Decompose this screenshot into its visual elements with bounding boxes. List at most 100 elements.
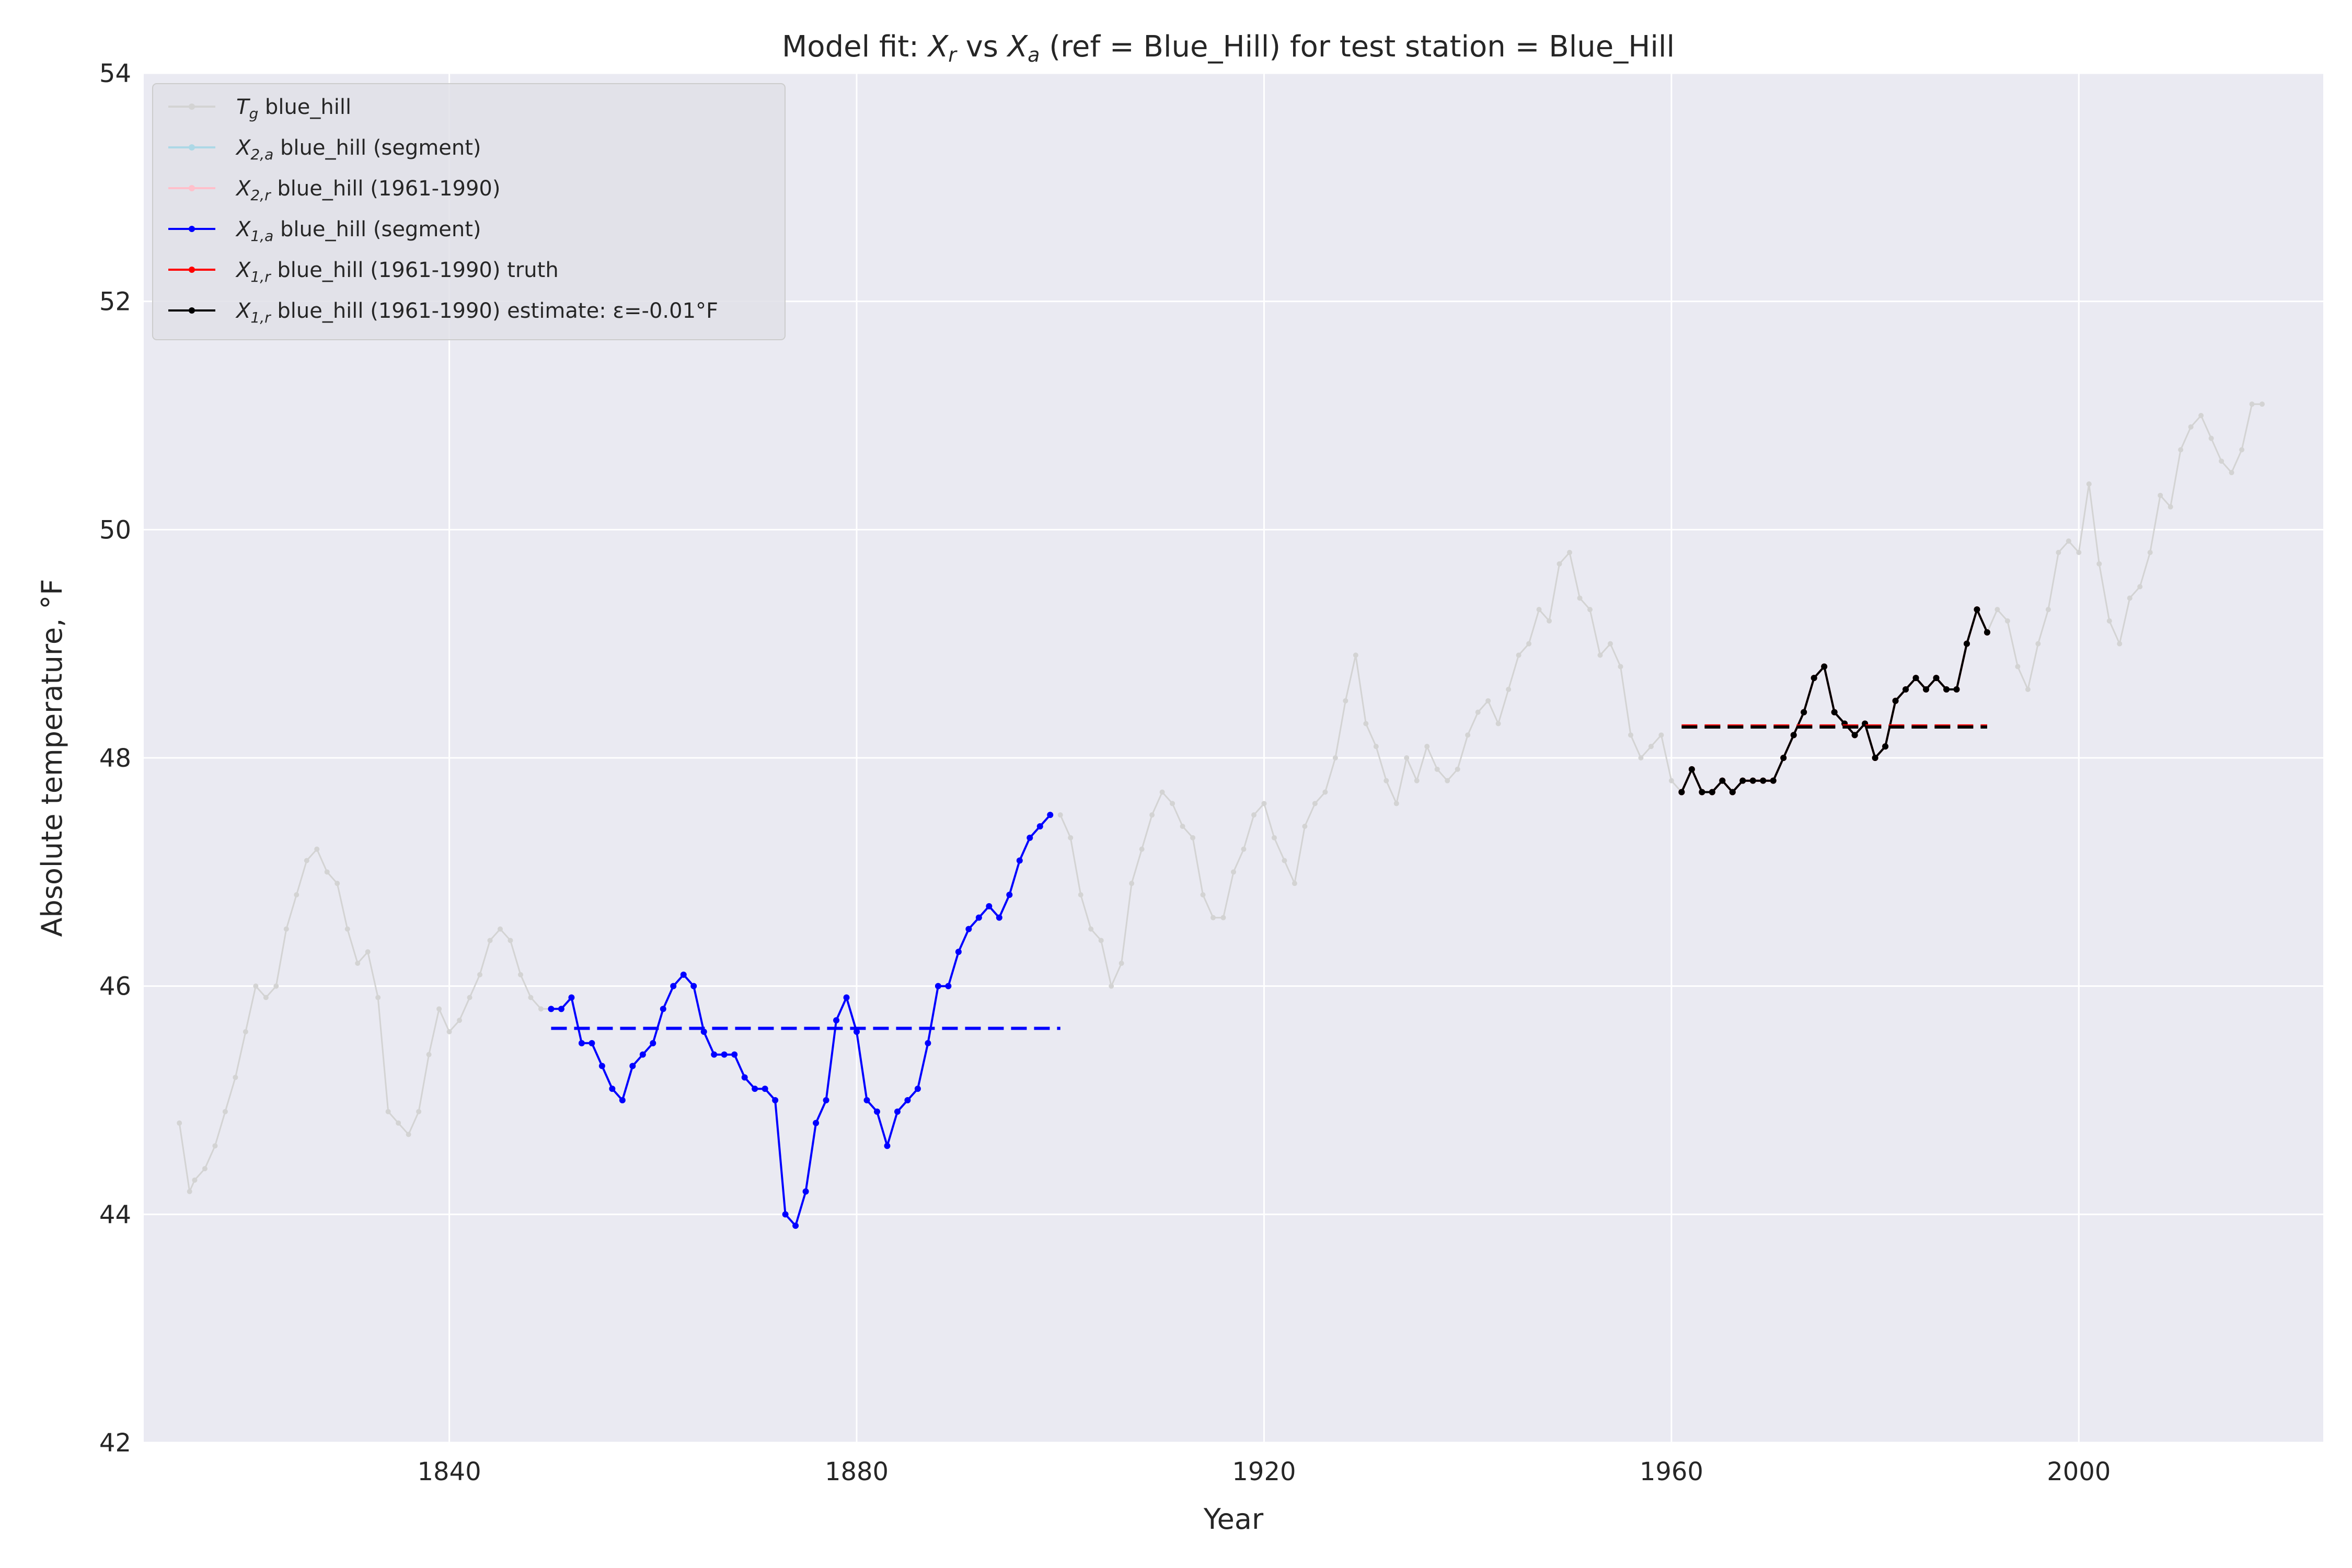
data-point bbox=[2147, 550, 2153, 555]
data-point bbox=[721, 1051, 728, 1058]
data-point bbox=[1465, 732, 1471, 738]
data-point bbox=[690, 983, 697, 989]
data-point bbox=[1668, 778, 1674, 783]
legend-swatch-marker bbox=[189, 307, 195, 314]
data-point bbox=[1210, 915, 1216, 920]
data-point bbox=[1607, 641, 1613, 647]
data-point bbox=[1923, 686, 1930, 693]
data-point bbox=[508, 938, 513, 943]
data-point bbox=[1648, 744, 1654, 750]
data-point bbox=[884, 1143, 891, 1149]
data-point bbox=[1393, 801, 1399, 806]
data-point bbox=[2076, 550, 2082, 555]
legend-entry: X2,a blue_hill (segment) bbox=[168, 136, 481, 163]
data-point bbox=[263, 995, 269, 1000]
data-point bbox=[935, 983, 941, 989]
data-point bbox=[598, 1063, 605, 1069]
data-point bbox=[1974, 606, 1980, 613]
data-point bbox=[996, 914, 1002, 921]
x-axis-label: Year bbox=[1203, 1503, 1264, 1536]
data-point bbox=[1241, 846, 1247, 852]
data-point bbox=[1790, 732, 1797, 739]
data-point bbox=[1251, 812, 1256, 818]
data-point bbox=[517, 972, 523, 977]
data-point bbox=[1322, 789, 1328, 795]
data-point bbox=[2239, 447, 2245, 453]
data-point bbox=[1312, 801, 1318, 806]
data-point bbox=[1261, 801, 1267, 806]
y-tick-label: 54 bbox=[99, 59, 131, 88]
data-point bbox=[396, 1120, 401, 1126]
y-tick-label: 48 bbox=[99, 744, 131, 773]
data-point bbox=[629, 1063, 636, 1069]
data-point bbox=[344, 926, 350, 932]
legend-entry: Tg blue_hill bbox=[168, 95, 351, 122]
data-point bbox=[1882, 743, 1889, 750]
data-point bbox=[1098, 938, 1104, 943]
legend-entry: X1,r blue_hill (1961-1990) estimate: ε=-… bbox=[168, 299, 718, 326]
data-point bbox=[1424, 744, 1430, 750]
legend-label: X2,r blue_hill (1961-1990) bbox=[235, 177, 500, 204]
data-point bbox=[233, 1075, 238, 1080]
data-point bbox=[833, 1017, 840, 1024]
data-point bbox=[222, 1109, 228, 1114]
legend-entry: X1,a blue_hill (segment) bbox=[168, 217, 481, 245]
data-point bbox=[2208, 435, 2214, 441]
data-point bbox=[192, 1177, 198, 1183]
data-point bbox=[1963, 640, 1970, 647]
data-point bbox=[1933, 675, 1940, 682]
y-tick-label: 50 bbox=[99, 515, 131, 545]
data-point bbox=[1180, 824, 1185, 829]
data-point bbox=[1047, 812, 1054, 818]
data-point bbox=[1547, 618, 1552, 624]
data-point bbox=[1363, 721, 1369, 727]
x-tick-label: 2000 bbox=[2047, 1457, 2111, 1486]
data-point bbox=[568, 994, 575, 1001]
data-point bbox=[2167, 504, 2173, 510]
data-point bbox=[457, 1018, 463, 1023]
data-point bbox=[1780, 755, 1787, 761]
data-point bbox=[752, 1086, 758, 1092]
data-point bbox=[1709, 789, 1715, 795]
data-point bbox=[2229, 470, 2234, 476]
data-point bbox=[1770, 777, 1777, 784]
data-point bbox=[1036, 823, 1043, 829]
data-point bbox=[2219, 458, 2224, 464]
x1r-estimate-series bbox=[1678, 606, 1990, 795]
legend-swatch-marker bbox=[189, 103, 195, 110]
data-point bbox=[273, 983, 279, 989]
data-point bbox=[660, 1006, 666, 1012]
data-point bbox=[1688, 766, 1695, 773]
data-point bbox=[1628, 732, 1633, 738]
data-point bbox=[187, 1189, 192, 1194]
data-point bbox=[2066, 538, 2071, 544]
data-point bbox=[1302, 824, 1308, 829]
series-layer bbox=[177, 401, 2265, 1229]
data-point bbox=[1892, 697, 1899, 704]
data-point bbox=[1801, 709, 1807, 716]
data-point bbox=[762, 1086, 768, 1092]
data-point bbox=[467, 995, 472, 1000]
data-point bbox=[863, 1097, 870, 1103]
data-point bbox=[1760, 777, 1767, 784]
data-point bbox=[894, 1108, 901, 1115]
y-tick-label: 44 bbox=[99, 1200, 131, 1229]
x-tick-label: 1920 bbox=[1232, 1457, 1296, 1486]
data-point bbox=[711, 1051, 718, 1058]
data-point bbox=[741, 1074, 748, 1081]
tg-series bbox=[177, 401, 2265, 1194]
data-point bbox=[731, 1051, 738, 1058]
data-point bbox=[2056, 550, 2061, 555]
data-point bbox=[1831, 709, 1838, 716]
data-point bbox=[2086, 481, 2092, 487]
data-point bbox=[406, 1132, 411, 1137]
data-point bbox=[2178, 447, 2184, 453]
grid-lines bbox=[144, 72, 2323, 1444]
legend-entry: X1,r blue_hill (1961-1990) truth bbox=[168, 258, 559, 285]
data-point bbox=[965, 926, 972, 932]
data-point bbox=[324, 869, 330, 875]
data-point bbox=[1220, 915, 1226, 920]
data-point bbox=[2259, 401, 2265, 407]
data-point bbox=[1577, 595, 1583, 601]
